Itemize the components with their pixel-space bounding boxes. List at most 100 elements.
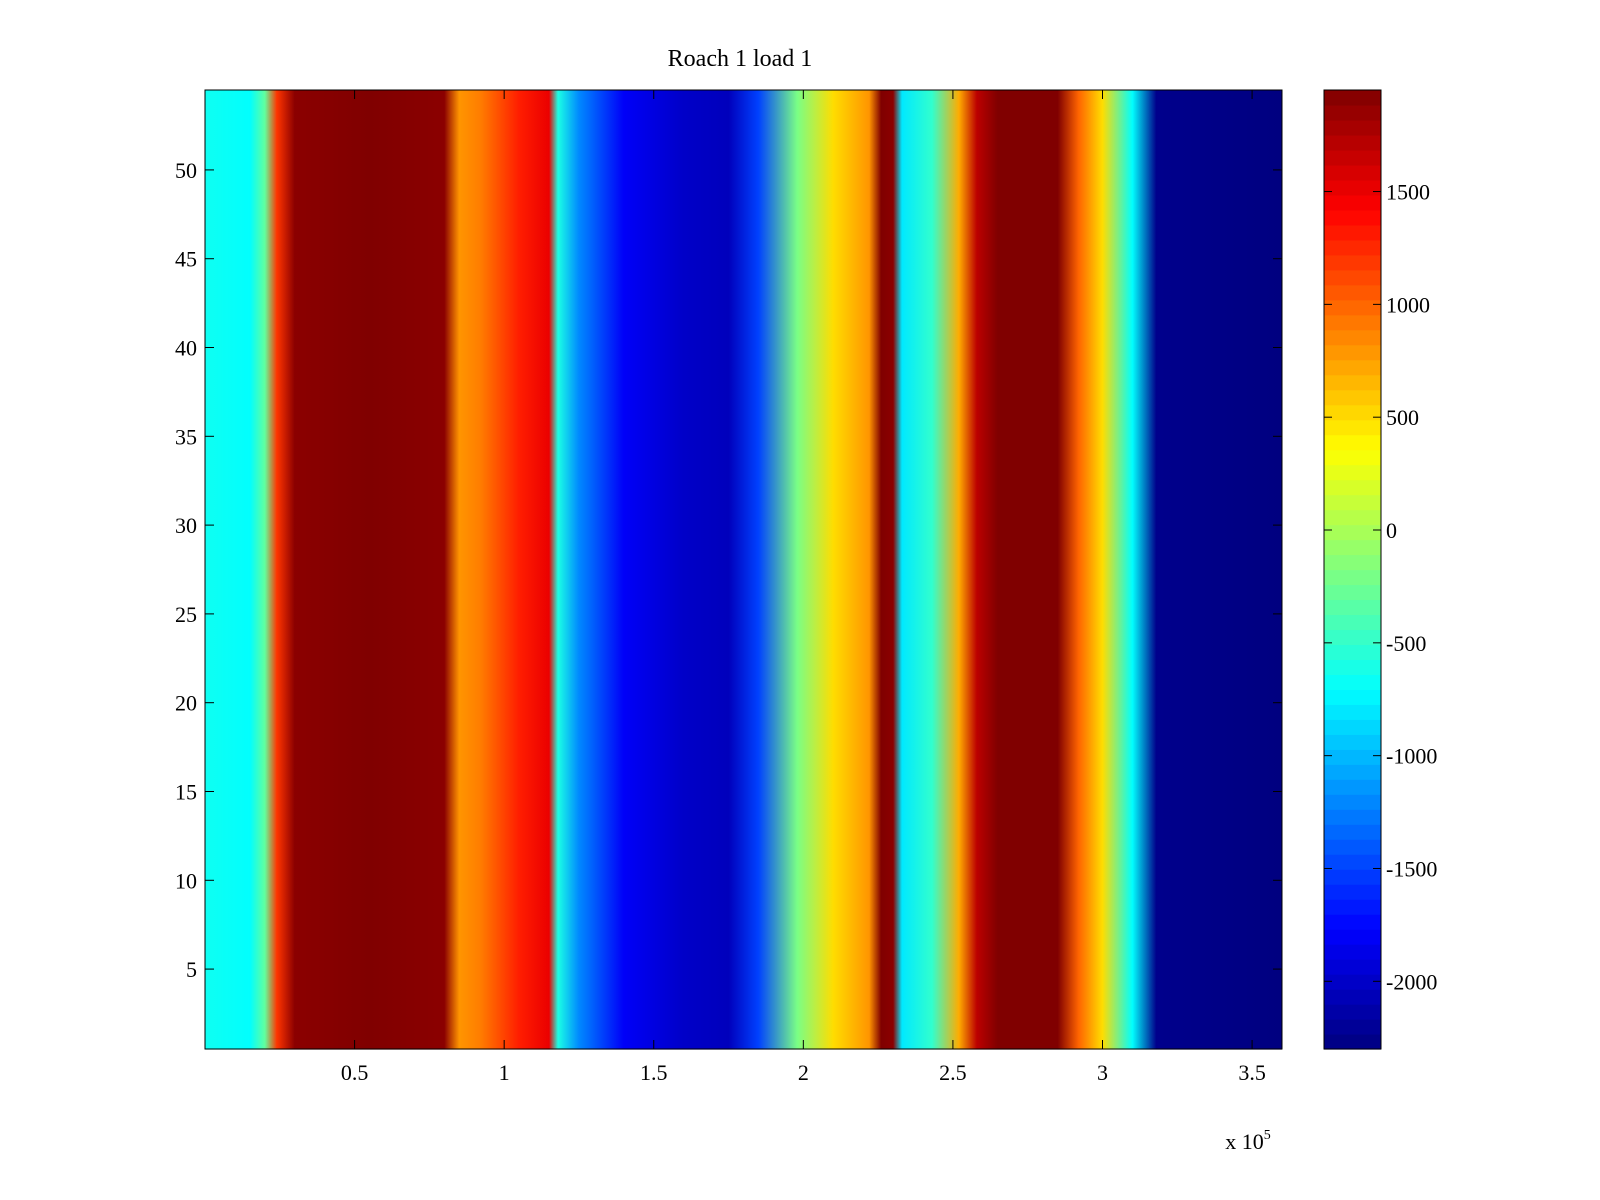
colorbar-segment xyxy=(1324,434,1381,451)
y-tick-label: 45 xyxy=(175,247,197,272)
x-axis-multiplier: x 105 xyxy=(1225,1128,1271,1154)
heatmap-row xyxy=(205,960,1282,979)
colorbar-segment xyxy=(1324,1034,1381,1050)
heatmap-row xyxy=(205,409,1282,429)
colorbar-segment xyxy=(1324,704,1381,720)
heatmap-row xyxy=(205,693,1282,713)
heatmap-row xyxy=(205,569,1282,588)
heatmap-row xyxy=(205,729,1282,748)
colorbar-tick-label: 1500 xyxy=(1386,180,1430,205)
colorbar-tick-label: 1000 xyxy=(1386,292,1430,317)
colorbar-axis: 1500 1000 500 0 -500 -1000 -1500 -2000 xyxy=(1324,180,1437,994)
colorbar-segment xyxy=(1324,479,1381,496)
colorbar-segment xyxy=(1324,209,1381,226)
heatmap-row xyxy=(205,622,1282,642)
colorbar-segment xyxy=(1324,944,1381,960)
heatmap-row xyxy=(205,942,1282,961)
heatmap-row xyxy=(205,676,1282,695)
y-axis: 5 10 15 20 25 30 35 40 45 50 xyxy=(175,158,1282,982)
colorbar-segment xyxy=(1324,599,1381,616)
heatmap-row xyxy=(205,214,1282,233)
colorbar-segment xyxy=(1324,254,1381,271)
heatmap-row xyxy=(205,445,1282,464)
colorbar-segment xyxy=(1324,614,1381,631)
colorbar-segment xyxy=(1324,314,1381,331)
heatmap-row xyxy=(205,605,1282,624)
colorbar-segment xyxy=(1324,224,1381,241)
heatmap-row xyxy=(205,498,1282,517)
heatmap-row xyxy=(205,853,1282,873)
colorbar-tick-label: 0 xyxy=(1386,518,1397,543)
colorbar-segment xyxy=(1324,344,1381,361)
colorbar-segment xyxy=(1324,419,1381,436)
colorbar-segment xyxy=(1324,524,1381,541)
heatmap-row xyxy=(205,161,1282,180)
y-tick-label: 15 xyxy=(175,779,197,804)
colorbar-tick-label: -1000 xyxy=(1386,744,1437,769)
heatmap-row xyxy=(205,533,1282,553)
heatmap-row xyxy=(205,924,1282,944)
colorbar-segment xyxy=(1324,794,1381,810)
colorbar-segment xyxy=(1324,824,1381,840)
heatmap-row xyxy=(205,90,1282,109)
colorbar-segment xyxy=(1324,929,1381,945)
colorbar-segment xyxy=(1324,104,1381,121)
heatmap-row xyxy=(205,711,1282,730)
x-tick-label: 1.5 xyxy=(640,1060,668,1085)
heatmap-row xyxy=(205,977,1282,997)
heatmap-row xyxy=(205,143,1282,162)
colorbar-segment xyxy=(1324,464,1381,481)
colorbar-segment xyxy=(1324,884,1381,900)
x-tick-label: 2 xyxy=(798,1060,809,1085)
colorbar-segment xyxy=(1324,749,1381,765)
heatmap-row xyxy=(205,818,1282,837)
heatmap-row xyxy=(205,995,1282,1015)
colorbar-tick-label: -2000 xyxy=(1386,969,1437,994)
colorbar-segment xyxy=(1324,539,1381,556)
colorbar-segment xyxy=(1324,974,1381,990)
colorbar-segment xyxy=(1324,284,1381,301)
y-tick-label: 5 xyxy=(186,957,197,982)
colorbar-segment xyxy=(1324,554,1381,571)
heatmap-row xyxy=(205,107,1282,127)
heatmap-row xyxy=(205,285,1282,304)
colorbar-segment xyxy=(1324,899,1381,915)
colorbar-segment xyxy=(1324,164,1381,181)
heatmap-row xyxy=(205,374,1282,393)
colorbar-segment xyxy=(1324,269,1381,286)
chart-title: Roach 1 load 1 xyxy=(668,46,813,72)
colorbar-segment xyxy=(1324,629,1381,646)
heatmap-row xyxy=(205,391,1282,411)
colorbar-segment xyxy=(1324,90,1381,106)
heatmap-row xyxy=(205,587,1282,606)
heatmap-row xyxy=(205,551,1282,571)
colorbar-segment xyxy=(1324,1004,1381,1020)
colorbar-segment xyxy=(1324,764,1381,780)
x-axis-multiplier-exponent: 5 xyxy=(1264,1128,1271,1143)
colorbar-segment xyxy=(1324,359,1381,376)
heatmap-row xyxy=(205,1031,1282,1050)
colorbar-segment xyxy=(1324,659,1381,675)
colorbar-segment xyxy=(1324,179,1381,196)
colorbar-segment xyxy=(1324,719,1381,735)
x-axis: 0.5 1 1.5 2 2.5 3 3.5 xyxy=(341,90,1266,1085)
colorbar-segment xyxy=(1324,404,1381,421)
y-tick-label: 10 xyxy=(175,868,197,893)
colorbar-segment xyxy=(1324,374,1381,391)
heatmap-row xyxy=(205,640,1282,659)
colorbar-segment xyxy=(1324,584,1381,601)
colorbar-segment xyxy=(1324,569,1381,586)
colorbar-tick-label: -1500 xyxy=(1386,856,1437,881)
colorbar-segment xyxy=(1324,494,1381,511)
colorbar-segment xyxy=(1324,689,1381,705)
x-tick-label: 0.5 xyxy=(341,1060,369,1085)
heatmap-row xyxy=(205,906,1282,926)
x-tick-label: 2.5 xyxy=(939,1060,967,1085)
colorbar-segment xyxy=(1324,509,1381,526)
heatmap-row xyxy=(205,320,1282,340)
plot-frame xyxy=(204,89,1283,1050)
heatmap-row xyxy=(205,303,1282,322)
colorbar-segment xyxy=(1324,449,1381,466)
heatmap-row xyxy=(205,871,1282,890)
